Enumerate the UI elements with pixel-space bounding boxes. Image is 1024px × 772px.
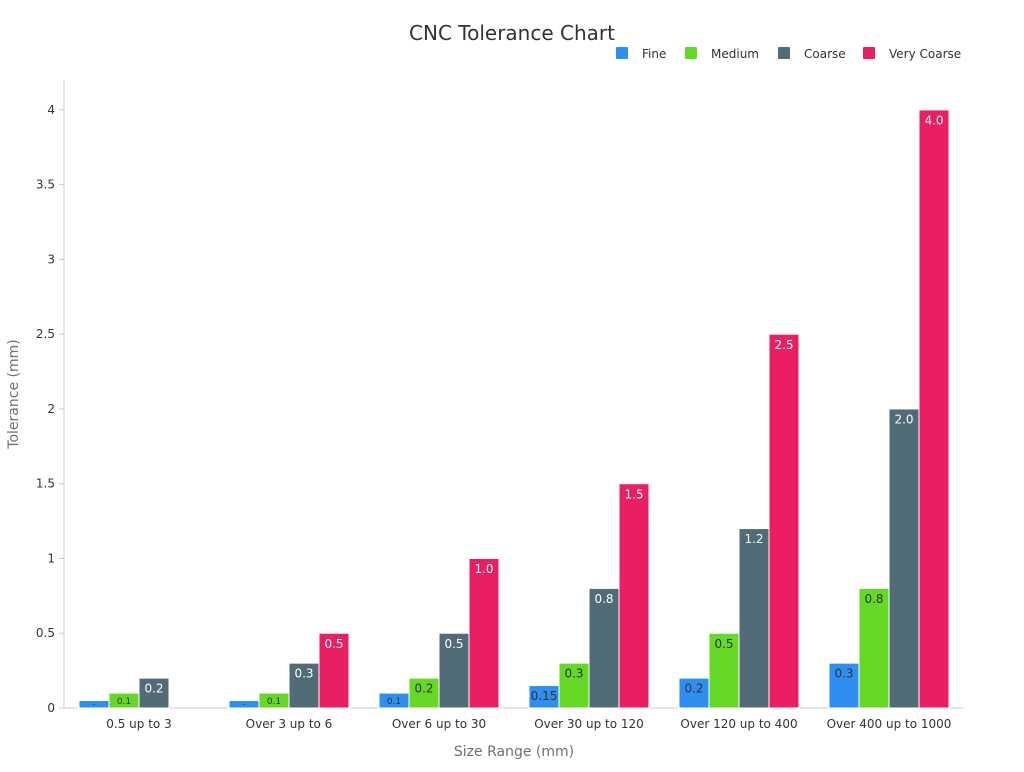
data-label: 0.3	[834, 667, 853, 681]
data-label: 1.0	[474, 562, 493, 576]
data-label: 0.3	[294, 667, 313, 681]
data-label: 4.0	[924, 113, 943, 127]
bar-coarse[interactable]	[438, 632, 470, 709]
bar-very-coarse[interactable]	[468, 557, 500, 709]
legend-label-medium[interactable]: Medium	[711, 47, 759, 61]
bar-very-coarse[interactable]	[918, 109, 950, 709]
bar-medium[interactable]	[558, 662, 590, 709]
data-label: 0.8	[864, 592, 883, 606]
data-label: 0.3	[564, 667, 583, 681]
bar-very-coarse[interactable]	[318, 632, 350, 709]
data-label: 0.2	[684, 682, 703, 696]
legend-label-fine[interactable]: Fine	[642, 47, 666, 61]
bar-coarse[interactable]	[288, 662, 320, 709]
y-tick-label: 4	[47, 103, 55, 117]
bar-coarse[interactable]	[738, 528, 770, 709]
y-tick-label: 1	[47, 551, 55, 565]
data-label: 2.0	[894, 413, 913, 427]
bar-very-coarse[interactable]	[768, 333, 800, 709]
bar-coarse[interactable]	[888, 408, 920, 709]
data-label: 0.2	[414, 682, 433, 696]
data-label: 1.2	[744, 532, 763, 546]
chart-title: CNC Tolerance Chart	[409, 21, 615, 45]
legend-swatch-coarse[interactable]	[778, 47, 790, 59]
y-axis-title: Tolerance (mm)	[6, 339, 22, 449]
data-label: 0.2	[144, 682, 163, 696]
data-label: 0.8	[594, 592, 613, 606]
x-tick-label: Over 3 up to 6	[246, 717, 333, 731]
x-axis-title: Size Range (mm)	[454, 744, 574, 760]
x-tick-label: 0.5 up to 3	[106, 717, 171, 731]
x-tick-label: Over 6 up to 30	[392, 717, 486, 731]
chart-bars	[78, 109, 950, 709]
x-tick-label: Over 30 up to 120	[534, 717, 644, 731]
y-tick-label: 1.5	[36, 477, 55, 491]
x-tick-label: Over 400 up to 1000	[827, 717, 952, 731]
legend-label-coarse[interactable]: Coarse	[804, 47, 846, 61]
data-label: 0.1	[387, 697, 401, 707]
data-label: 2.5	[774, 338, 793, 352]
data-label: 0.15	[531, 689, 558, 703]
data-label: 0.5	[714, 637, 733, 651]
bar-fine[interactable]	[828, 662, 860, 709]
data-label: 0.1	[117, 697, 131, 707]
bar-very-coarse[interactable]	[618, 483, 650, 709]
legend-swatch-fine[interactable]	[616, 47, 628, 59]
y-tick-label: 2.5	[36, 327, 55, 341]
y-tick-label: 3.5	[36, 178, 55, 192]
data-label: 0.1	[267, 697, 281, 707]
data-label: 0.5	[444, 637, 463, 651]
chart-data-labels: - 0.1 0.2 - 0.1 0.3 0.5 0.1 0.2 0.5 1.0 0.15 0.3 0.8 1…	[93, 113, 944, 708]
bar-coarse[interactable]	[588, 587, 620, 709]
legend-swatch-medium[interactable]	[685, 47, 697, 59]
bar-medium[interactable]	[408, 677, 440, 709]
legend-label-very-coarse[interactable]: Very Coarse	[889, 47, 961, 61]
y-tick-label: 0	[47, 701, 55, 715]
x-axis-ticks: 0.5 up to 3 Over 3 up to 6 Over 6 up to 30…	[106, 717, 951, 731]
x-tick-label: Over 120 up to 400	[680, 717, 797, 731]
bar-fine[interactable]	[678, 677, 710, 709]
data-label: 0.5	[324, 637, 343, 651]
bar-medium[interactable]	[858, 587, 890, 709]
y-tick-label: 0.5	[36, 626, 55, 640]
y-axis-ticks: 0 0.5 1 1.5 2 2.5 3 3.5 4	[36, 103, 64, 715]
y-tick-label: 2	[47, 402, 55, 416]
y-tick-label: 3	[47, 252, 55, 266]
data-label: -	[93, 701, 96, 709]
data-label: 1.5	[624, 487, 643, 501]
bar-coarse[interactable]	[138, 677, 170, 709]
legend-swatch-very-coarse[interactable]	[863, 47, 875, 59]
chart-legend: Fine Medium Coarse Very Coarse	[616, 47, 961, 61]
data-label: -	[243, 701, 246, 709]
